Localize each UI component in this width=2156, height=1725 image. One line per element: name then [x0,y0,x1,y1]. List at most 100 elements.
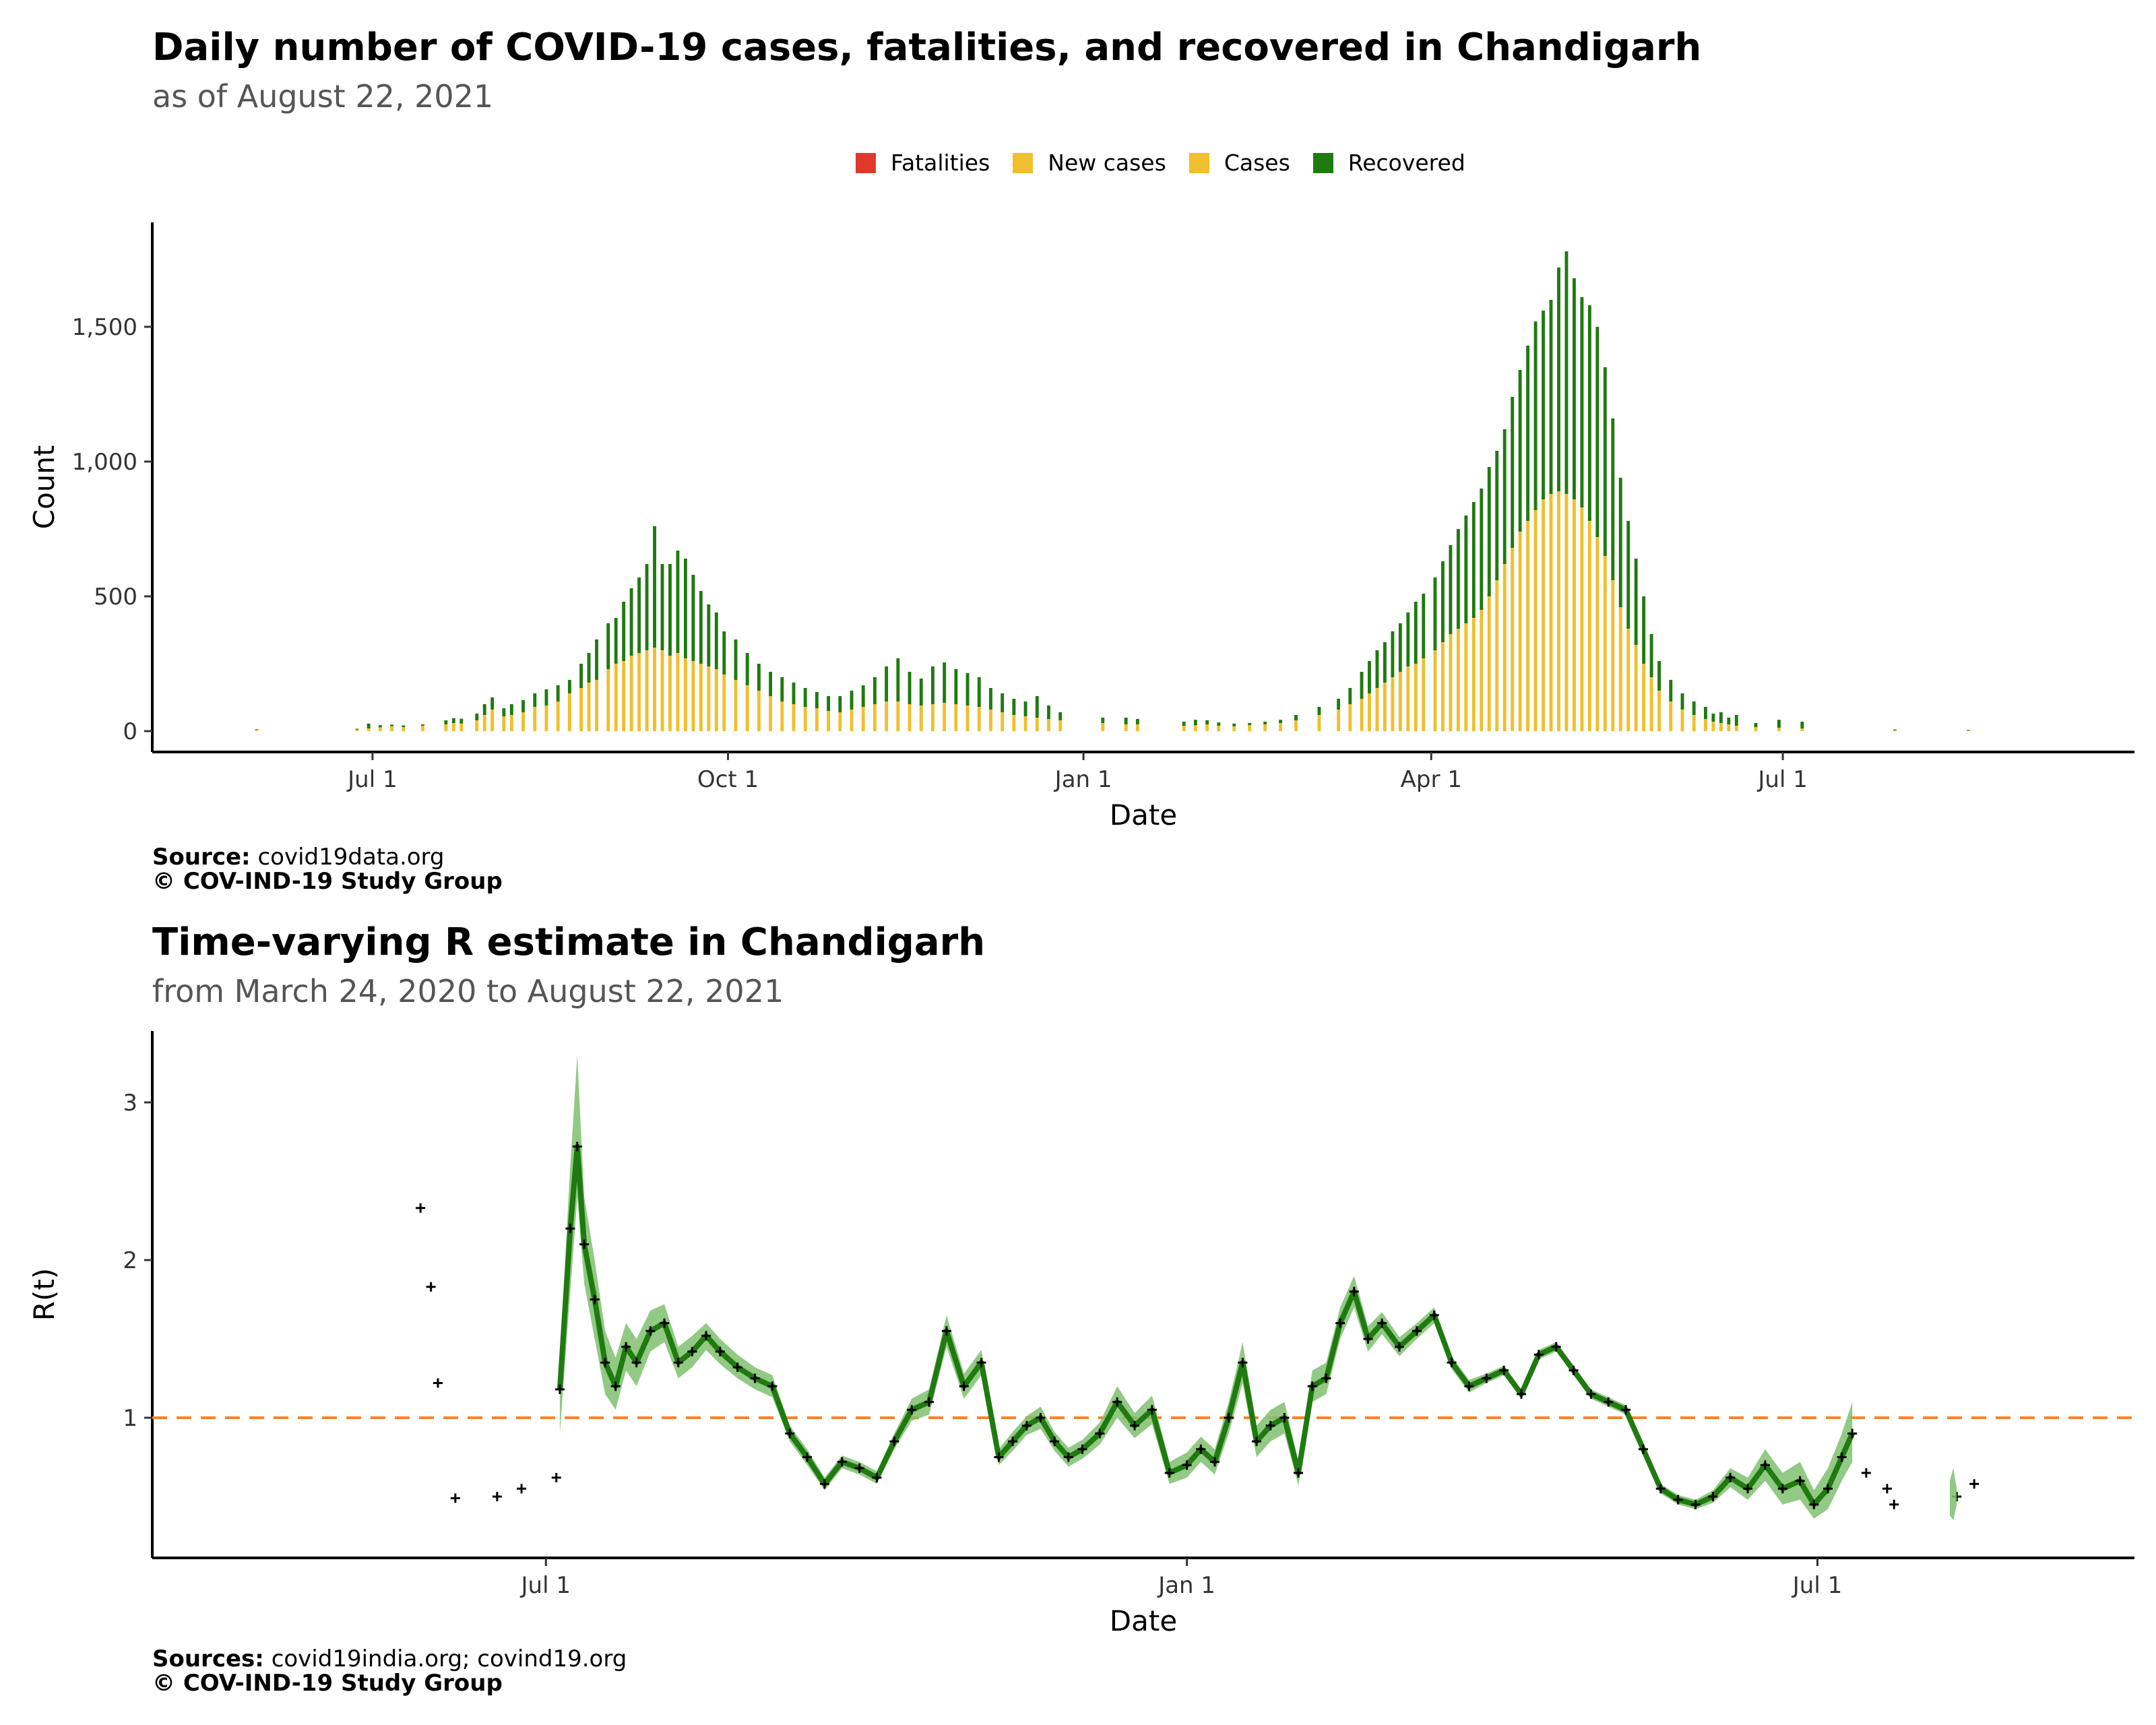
bar-cases [1360,699,1364,731]
bar-recovered [1642,596,1646,664]
bar-cases [451,723,455,731]
bar-cases [769,696,773,731]
r-point-marker [1294,1468,1304,1478]
bar-recovered [502,708,506,716]
bar-cases [1511,548,1515,731]
bottom-chart-title: Time-varying R estimate in Chandigarh [152,920,986,964]
top-y-tick-label: 0 [123,718,137,745]
bottom-caption-copyright-text: © COV-IND-19 Study Group [152,1670,503,1697]
bar-cases [459,723,464,731]
bar-recovered [943,662,947,703]
top-chart-caption-copyright: © COV-IND-19 Study Group [152,868,503,895]
bar-cases [1711,722,1715,731]
r-point-marker [767,1381,778,1391]
bar-cases [1182,726,1186,731]
bar-cases [355,729,359,731]
r-point-marker [1882,1484,1892,1494]
bar-recovered [965,673,970,705]
bottom-caption-source-label: Sources: [152,1645,264,1672]
r-point-marker [1112,1397,1122,1407]
top-caption-source-label: Source: [152,844,251,871]
bar-cases [556,701,560,731]
r-point-marker [701,1331,711,1341]
bar-cases [444,724,448,731]
bar-recovered [556,685,560,701]
bar-recovered [792,683,796,704]
bar-cases [1526,521,1530,731]
r-point-marker [600,1358,610,1368]
bar-recovered [653,526,656,648]
bar-recovered [1348,688,1352,704]
bar-cases [1603,556,1607,731]
bar-recovered [1360,672,1364,699]
r-point-marker [1743,1484,1753,1494]
r-point-marker [1655,1484,1666,1494]
r-point-marker [924,1397,934,1407]
bar-recovered [803,688,807,707]
r-point-marker [976,1358,986,1368]
bar-cases [1279,723,1283,731]
bar-cases [1471,618,1476,731]
bar-recovered [475,714,479,720]
bar-recovered [1626,521,1630,629]
legend-swatch-new-cases [1013,152,1034,173]
bar-cases [668,656,672,731]
r-ribbon [559,1055,1853,1519]
bar-cases [1587,521,1591,731]
bar-recovered [1456,529,1460,629]
r-point-marker [426,1282,436,1292]
bar-recovered [521,700,525,712]
bar-cases [533,707,537,731]
bar-recovered [1564,251,1568,494]
bar-cases [885,701,889,731]
bar-recovered [1669,680,1673,701]
legend-swatch-cases [1188,152,1209,173]
r-line [557,1143,1855,1507]
bar-recovered [714,613,718,669]
bar-recovered [931,666,934,704]
bar-recovered [1634,559,1638,645]
legend-item-fatalities: Fatalities [856,150,990,176]
bar-cases [1058,720,1063,731]
bottom-chart-caption-source: Sources: covid19india.org; covind19.org [152,1645,627,1672]
bar-recovered [637,577,641,653]
bottom-x-tick-label: Jul 1 [1792,1572,1842,1599]
r-point-marker [941,1326,951,1336]
r-point-marker [1095,1429,1105,1439]
r-point-marker [1847,1429,1858,1439]
bar-cases [1294,720,1298,731]
bar-cases [475,720,479,731]
bar-cases [1480,610,1484,731]
bar-cases [402,727,406,731]
bar-recovered [451,718,455,723]
top-x-tick-label: Oct 1 [697,766,759,793]
r-point-marker [959,1381,969,1391]
r-point-marker [1395,1342,1405,1352]
r-point-marker [1377,1318,1387,1328]
r-point-marker [1130,1420,1140,1431]
bar-cases [544,705,548,731]
bar-recovered [490,697,495,710]
r-point-marker [1321,1373,1331,1383]
r-point-marker [1224,1413,1234,1422]
bar-cases [1012,715,1016,731]
bottom-x-axis-title: Date [1110,1604,1177,1637]
bar-cases [579,688,583,731]
bar-cases [1035,718,1039,731]
bar-cases [645,650,649,731]
bar-cases [521,712,525,731]
bar-recovered [1573,278,1576,499]
bar-recovered [1001,693,1005,712]
legend-swatch-fatalities [856,152,876,173]
bar-cases [714,669,718,731]
bar-recovered [699,591,703,664]
bar-recovered [1294,715,1298,720]
bar-recovered [1587,305,1591,521]
r-point-marker [687,1346,697,1356]
bar-cases [792,704,796,731]
top-chart-subtitle: as of August 22, 2021 [152,78,494,115]
bar-cases [614,664,618,731]
r-point-marker [889,1437,899,1447]
bar-cases [653,648,656,731]
bar-recovered [629,588,633,656]
